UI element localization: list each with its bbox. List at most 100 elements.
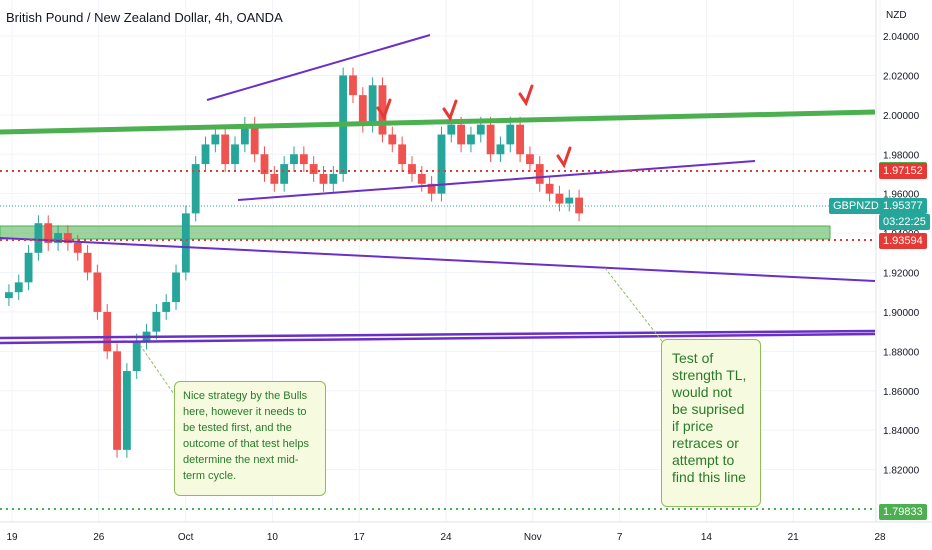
candle-body (270, 173, 279, 184)
y-tick-label: 2.02000 (883, 71, 920, 82)
y-tick-label: 2.04000 (883, 32, 920, 43)
x-tick-label: 26 (93, 532, 105, 543)
candle-body (113, 351, 121, 450)
candle-body (122, 371, 131, 450)
resistance-trendline-green (0, 109, 876, 135)
candle-body (535, 164, 544, 184)
candle-body (83, 252, 92, 273)
price-tag: 1.97152 (879, 162, 927, 179)
candle-body (417, 173, 426, 184)
candle-body (398, 144, 407, 165)
candle-body (437, 134, 446, 194)
x-tick-label: 28 (874, 532, 886, 543)
candle-body (152, 311, 161, 332)
candle-body (260, 154, 269, 174)
x-tick-label: Oct (178, 532, 194, 543)
candle-body (565, 197, 574, 204)
support-zone (0, 225, 831, 240)
x-tick-label: 17 (354, 532, 366, 543)
candle-body (240, 124, 249, 145)
price-tag: 1.93594 (879, 233, 927, 250)
candle-body (309, 164, 318, 174)
upper-channel-line (206, 34, 431, 101)
annotation-note-bulls: Nice strategy by the Bulls here, however… (174, 381, 326, 496)
note1-pointer (139, 344, 179, 401)
candle-body (5, 292, 13, 299)
candle-body (358, 95, 367, 125)
annotation-note-test-of-strength: Test of strength TL, would not be supris… (661, 339, 761, 507)
x-tick-label: 14 (701, 532, 713, 543)
note2-pointer (604, 267, 666, 346)
x-axis-ticks: 19 26 Oct 10 17 24 Nov 7 14 21 28 (6, 532, 886, 543)
candle-body (506, 124, 515, 145)
candle-body (34, 223, 43, 253)
long-support-line-1 (0, 329, 876, 340)
candle-body (14, 282, 23, 293)
candle-body (486, 124, 495, 155)
candle-body (457, 124, 466, 145)
arrow-icon (518, 84, 534, 107)
price-tag: 1.79833 (879, 504, 927, 521)
candle-body (575, 197, 583, 214)
chart-title: British Pound / New Zealand Dollar, 4h, … (6, 10, 283, 25)
price-tag: 1.95377 (879, 197, 927, 214)
y-tick-label: 1.86000 (883, 387, 920, 398)
arrow-markers (376, 84, 572, 169)
candle-body (162, 302, 171, 312)
candle-body (172, 272, 180, 303)
candle-body (93, 272, 102, 312)
candle-body (132, 341, 141, 372)
x-tick-label: 21 (788, 532, 800, 543)
countdown-tag: 03:22:25 (879, 214, 930, 230)
y-tick-label: 1.92000 (883, 269, 920, 280)
candle-body (516, 124, 525, 155)
candle-body (476, 124, 485, 135)
candle-body (388, 134, 397, 145)
arrow-icon (556, 146, 572, 169)
candle-body (545, 183, 554, 194)
candle-body (181, 213, 190, 273)
y-tick-label: 1.98000 (883, 150, 920, 161)
y-axis-ticks: 2.040002.020002.000001.980001.960001.940… (883, 32, 920, 516)
long-support-line-2 (0, 332, 876, 345)
candle-body (63, 233, 72, 243)
y-tick-label: 1.96000 (883, 190, 920, 201)
candle-body (54, 233, 62, 243)
candle-body (408, 164, 416, 174)
candle-body (299, 154, 308, 165)
candle-body (103, 311, 112, 352)
candle-body (349, 75, 357, 96)
y-tick-label: 1.82000 (883, 466, 920, 477)
y-tick-label: 2.00000 (883, 111, 920, 122)
candle-body (427, 183, 436, 194)
candle-body (201, 144, 210, 165)
descending-trendline (0, 237, 876, 282)
candle-body (24, 252, 33, 283)
lower-channel-line (237, 160, 756, 201)
candle-body (73, 242, 82, 253)
candle-body (211, 134, 220, 145)
y-tick-label: 1.90000 (883, 308, 920, 319)
candle-body (44, 223, 53, 243)
candle-body (250, 124, 259, 155)
candle-body (496, 144, 505, 155)
candle-body (368, 85, 377, 125)
x-tick-label: 7 (617, 532, 623, 543)
candles (5, 67, 583, 458)
y-tick-label: 1.88000 (883, 347, 920, 358)
candle-body (280, 164, 289, 184)
candle-body (447, 124, 456, 135)
candle-body (526, 154, 534, 165)
candle-body (329, 173, 338, 184)
candle-body (191, 164, 200, 214)
candle-body (378, 85, 387, 135)
arrow-icon (376, 98, 392, 121)
candle-body (221, 134, 230, 165)
x-tick-label: 24 (440, 532, 452, 543)
x-tick-label: Nov (524, 532, 542, 543)
candle-body (319, 173, 328, 184)
x-tick-label: 10 (267, 532, 279, 543)
arrow-icon (442, 99, 458, 122)
candle-body (290, 154, 298, 165)
